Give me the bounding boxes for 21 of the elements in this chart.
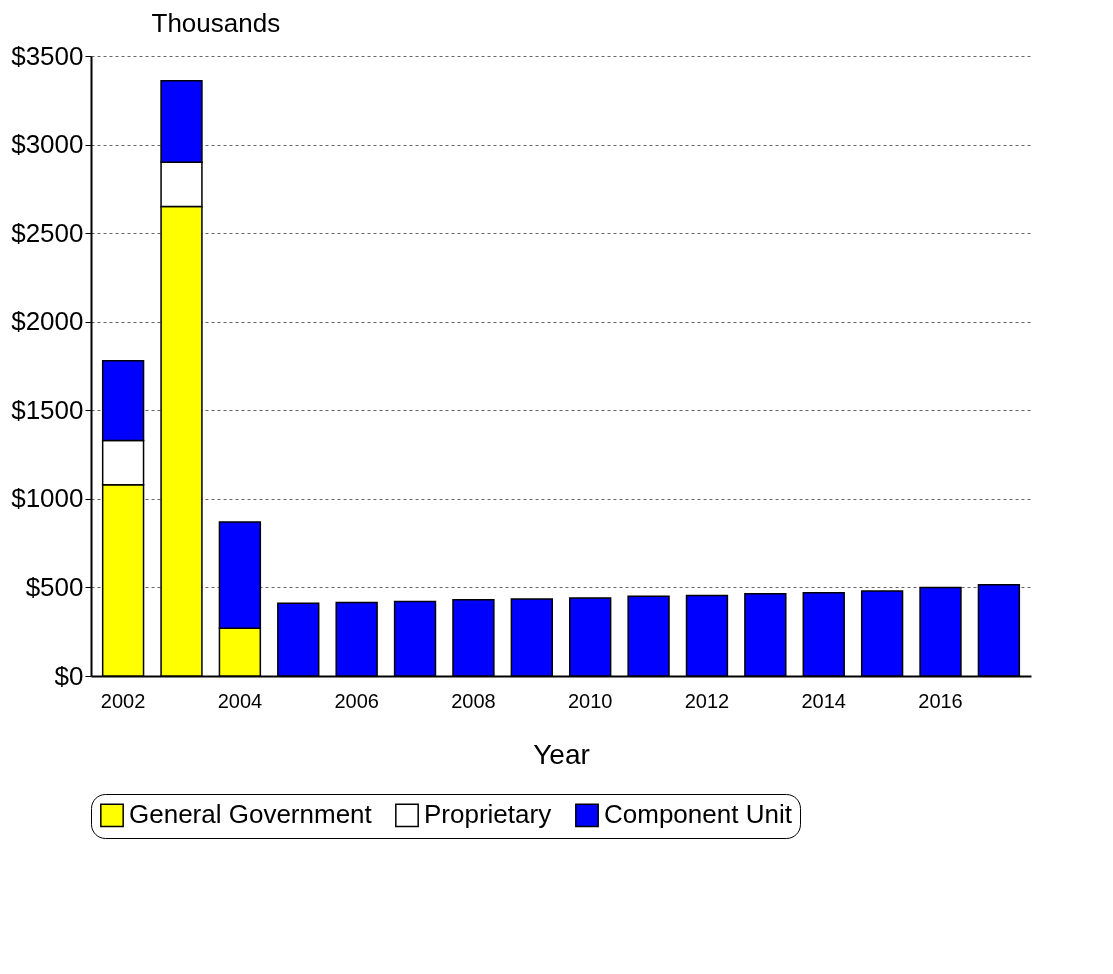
y-tick-label: $0 [54,660,84,691]
y-axis-title: Thousands [151,7,281,38]
legend-label: Component Unit [604,799,793,830]
x-tick-label: 2004 [217,689,263,712]
y-tick-label: $1000 [11,483,84,514]
x-tick-label: 2012 [684,689,730,712]
y-tick-label: $2000 [11,306,84,337]
x-tick-label: 2014 [801,689,846,712]
y-tick-label: $1500 [11,394,84,425]
x-tick-label: 2016 [918,689,963,712]
legend-label: Proprietary [424,799,552,830]
y-tick-label: $3500 [11,40,84,71]
x-tick-label: 2010 [567,689,613,712]
legend-label: General Government [129,799,373,830]
y-tick-label: $500 [25,571,84,602]
x-axis-title: Year [533,738,590,770]
y-tick-label: $3000 [11,129,84,160]
x-tick-label: 2008 [451,689,496,712]
x-tick-label: 2006 [334,689,379,712]
y-tick-label: $2500 [11,217,84,248]
x-tick-label: 2002 [100,689,146,712]
